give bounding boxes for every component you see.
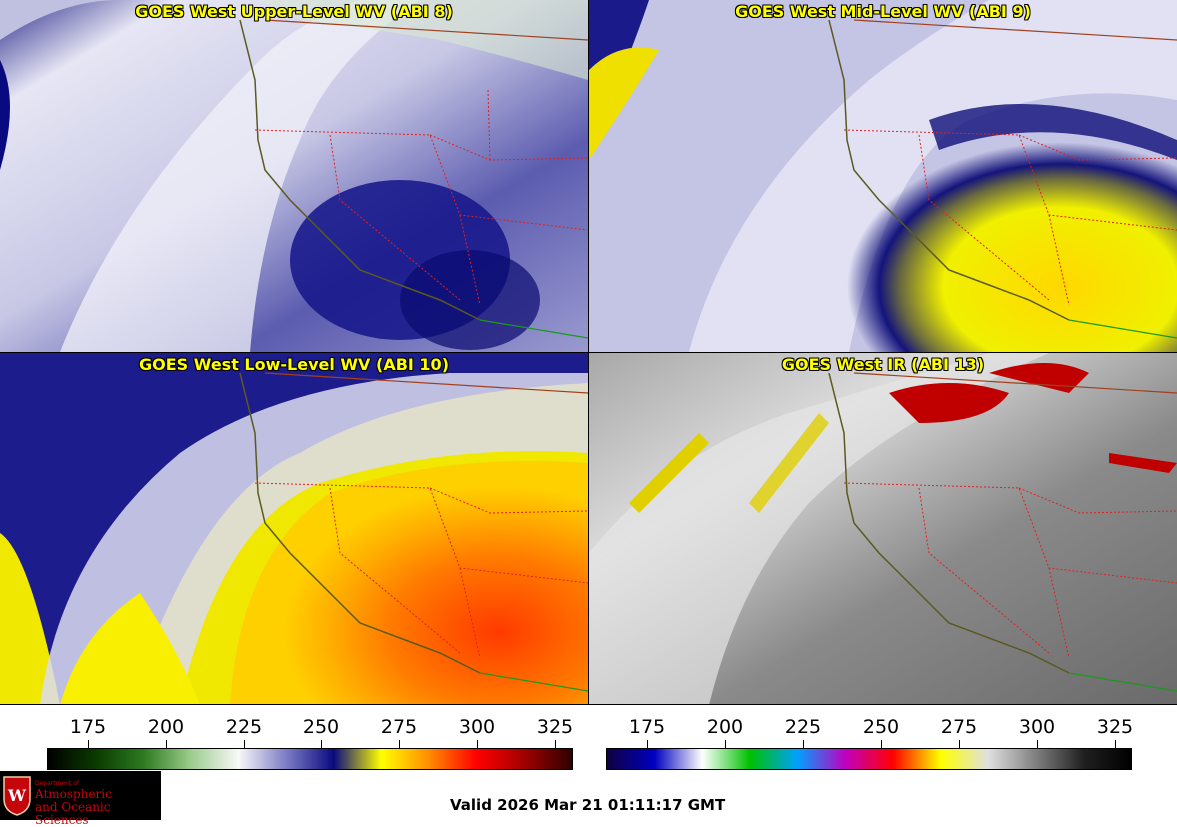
ir-tick-mark [803, 740, 804, 748]
wv-tick-label: 325 [536, 716, 574, 738]
aos-logo[interactable]: W Department of Atmospheric and Oceanic … [0, 771, 161, 827]
ir-tick-label: 225 [784, 716, 822, 738]
panel-upper-level-wv: GOES West Upper-Level WV (ABI 8) [0, 0, 588, 352]
panel-bottom-border [0, 704, 1177, 705]
wv-tick-mark [321, 740, 322, 748]
ir-tick-label: 200 [706, 716, 744, 738]
wv-tick-mark [244, 740, 245, 748]
wv-tick-label: 300 [458, 716, 496, 738]
svg-text:W: W [7, 786, 27, 805]
wv-tick-mark [555, 740, 556, 748]
ir-tick-label: 175 [628, 716, 666, 738]
ir-colorbar-strip [606, 748, 1132, 770]
ir-tick-mark [881, 740, 882, 748]
panel-low-level-wv: GOES West Low-Level WV (ABI 10) [0, 353, 588, 705]
panel-ir: GOES West IR (ABI 13) [589, 353, 1177, 705]
wv-tick-label: 275 [380, 716, 418, 738]
valid-time: Valid 2026 Mar 21 01:11:17 GMT [450, 796, 726, 814]
ir-tick-mark [725, 740, 726, 748]
wv-tick-mark [477, 740, 478, 748]
wv-tick-mark [399, 740, 400, 748]
ir-tick-label: 325 [1096, 716, 1134, 738]
panel-divider-horizontal [0, 352, 1177, 353]
logo-line2: and Oceanic Sciences [35, 800, 111, 827]
upper-level-wv-image [0, 0, 588, 352]
wv-tick-label: 225 [225, 716, 263, 738]
panel-title: GOES West Mid-Level WV (ABI 9) [735, 2, 1031, 21]
wv-tick-label: 175 [69, 716, 107, 738]
logo-department: Department of [35, 780, 79, 787]
logo-line1: Atmospheric [35, 787, 112, 801]
low-level-wv-image [0, 353, 588, 705]
ir-tick-label: 300 [1018, 716, 1056, 738]
wv-tick-mark [166, 740, 167, 748]
wv-tick-label: 200 [147, 716, 185, 738]
ir-tick-mark [647, 740, 648, 748]
panel-mid-level-wv: GOES West Mid-Level WV (ABI 9) [589, 0, 1177, 352]
mid-level-wv-image [589, 0, 1177, 352]
ir-tick-mark [959, 740, 960, 748]
uw-crest-icon: W [3, 776, 31, 816]
wv-tick-mark [88, 740, 89, 748]
ir-tick-label: 275 [940, 716, 978, 738]
wv-colorbar-strip [47, 748, 573, 770]
ir-tick-mark [1115, 740, 1116, 748]
wv-tick-label: 250 [302, 716, 340, 738]
ir-image [589, 353, 1177, 705]
ir-tick-label: 250 [862, 716, 900, 738]
panel-title: GOES West Low-Level WV (ABI 10) [138, 355, 449, 374]
panel-title: GOES West IR (ABI 13) [781, 355, 985, 374]
ir-tick-mark [1037, 740, 1038, 748]
panel-title: GOES West Upper-Level WV (ABI 8) [135, 2, 453, 21]
